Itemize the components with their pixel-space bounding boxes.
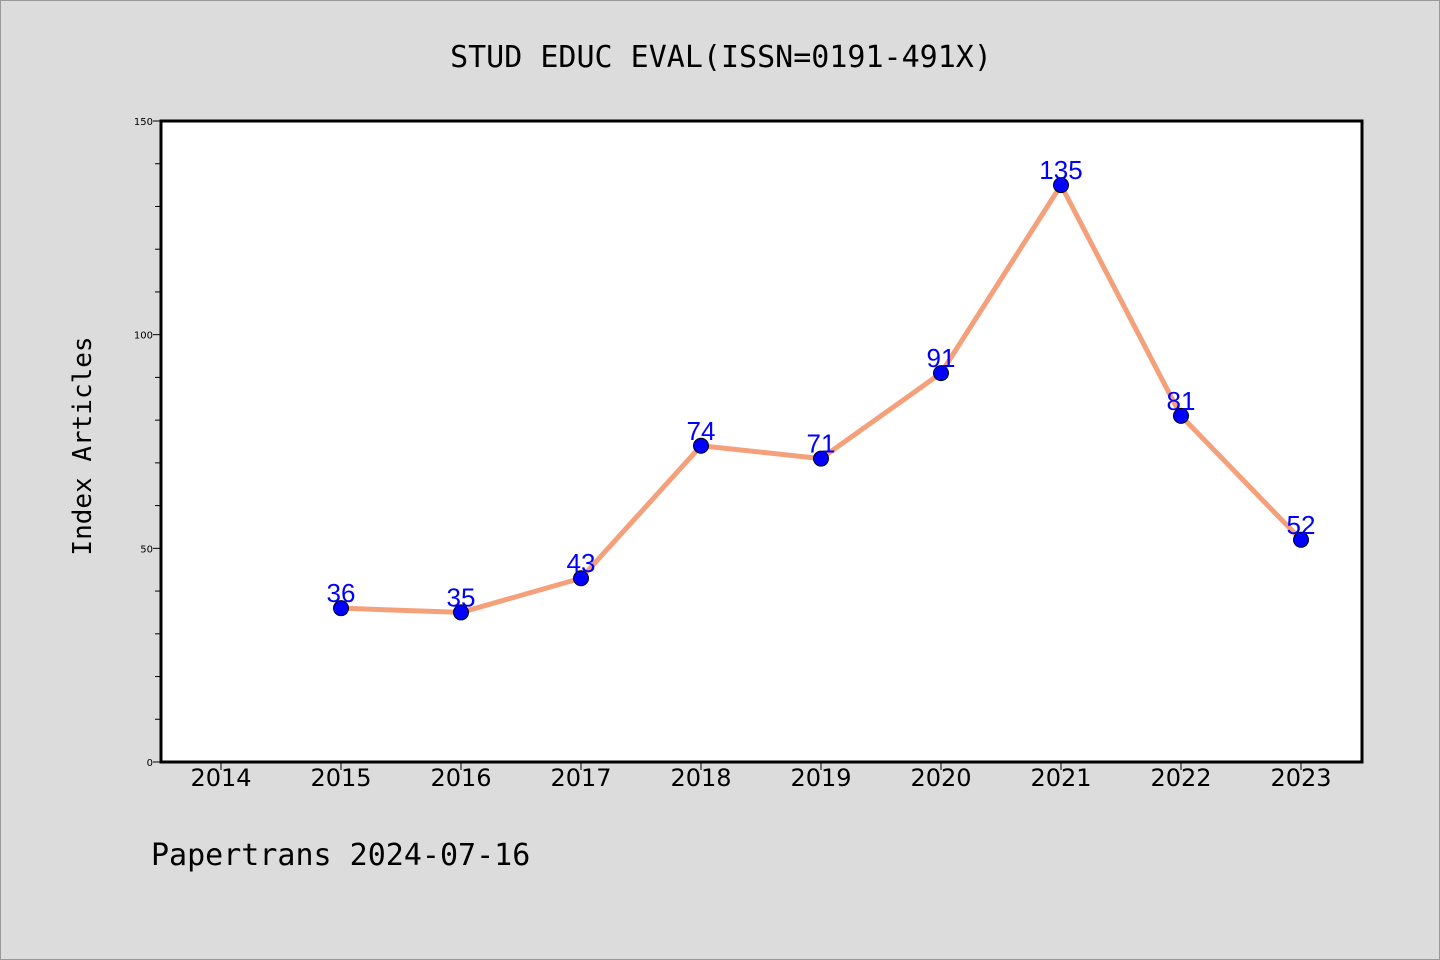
x-tick-label: 2020: [910, 764, 971, 792]
data-point: [1293, 531, 1309, 548]
data-label: 35: [447, 582, 476, 612]
y-tick-label: 100: [134, 331, 153, 342]
footer-text: Papertrans 2024-07-16: [151, 838, 530, 873]
data-label: 71: [807, 429, 836, 459]
data-label-group: 36 35 43 74 71 91 135 81 52: [327, 155, 1316, 612]
x-tick-label: 2015: [310, 764, 371, 792]
data-point: [1173, 407, 1189, 424]
x-tick-label: 2017: [550, 764, 611, 792]
data-label: 135: [1039, 155, 1082, 185]
x-tick-label: 2018: [670, 764, 731, 792]
data-point: [333, 600, 349, 617]
x-tick-label: 2022: [1150, 764, 1211, 792]
y-axis-label: Index Articles: [68, 336, 98, 555]
data-point: [573, 570, 589, 587]
data-point: [453, 604, 469, 621]
data-label: 81: [1167, 386, 1196, 416]
data-label: 91: [927, 343, 956, 373]
data-label: 36: [327, 578, 356, 608]
marker-group: [333, 177, 1309, 621]
plot-area: [161, 121, 1362, 762]
chart-title: STUD EDUC EVAL(ISSN=0191-491X): [450, 40, 992, 75]
data-point: [1053, 177, 1069, 194]
data-point: [693, 437, 709, 454]
x-tick-label: 2021: [1030, 764, 1091, 792]
data-point: [813, 450, 829, 467]
axis-ticks: 0 50 100 150 2014 2015 2016 2017 2018 2019 2020 202…: [134, 117, 1332, 792]
x-tick-label: 2023: [1270, 764, 1331, 792]
x-tick-label: 2019: [790, 764, 851, 792]
data-label: 52: [1287, 510, 1316, 540]
data-label: 43: [567, 548, 596, 578]
plot-frame: [159, 119, 1364, 764]
x-tick-label: 2014: [190, 764, 251, 792]
y-tick-label: 0: [147, 758, 153, 769]
y-tick-label: 50: [140, 544, 153, 555]
data-label: 74: [687, 416, 716, 446]
y-tick-label: 150: [134, 117, 153, 128]
data-point: [933, 365, 949, 382]
x-tick-label: 2016: [430, 764, 491, 792]
